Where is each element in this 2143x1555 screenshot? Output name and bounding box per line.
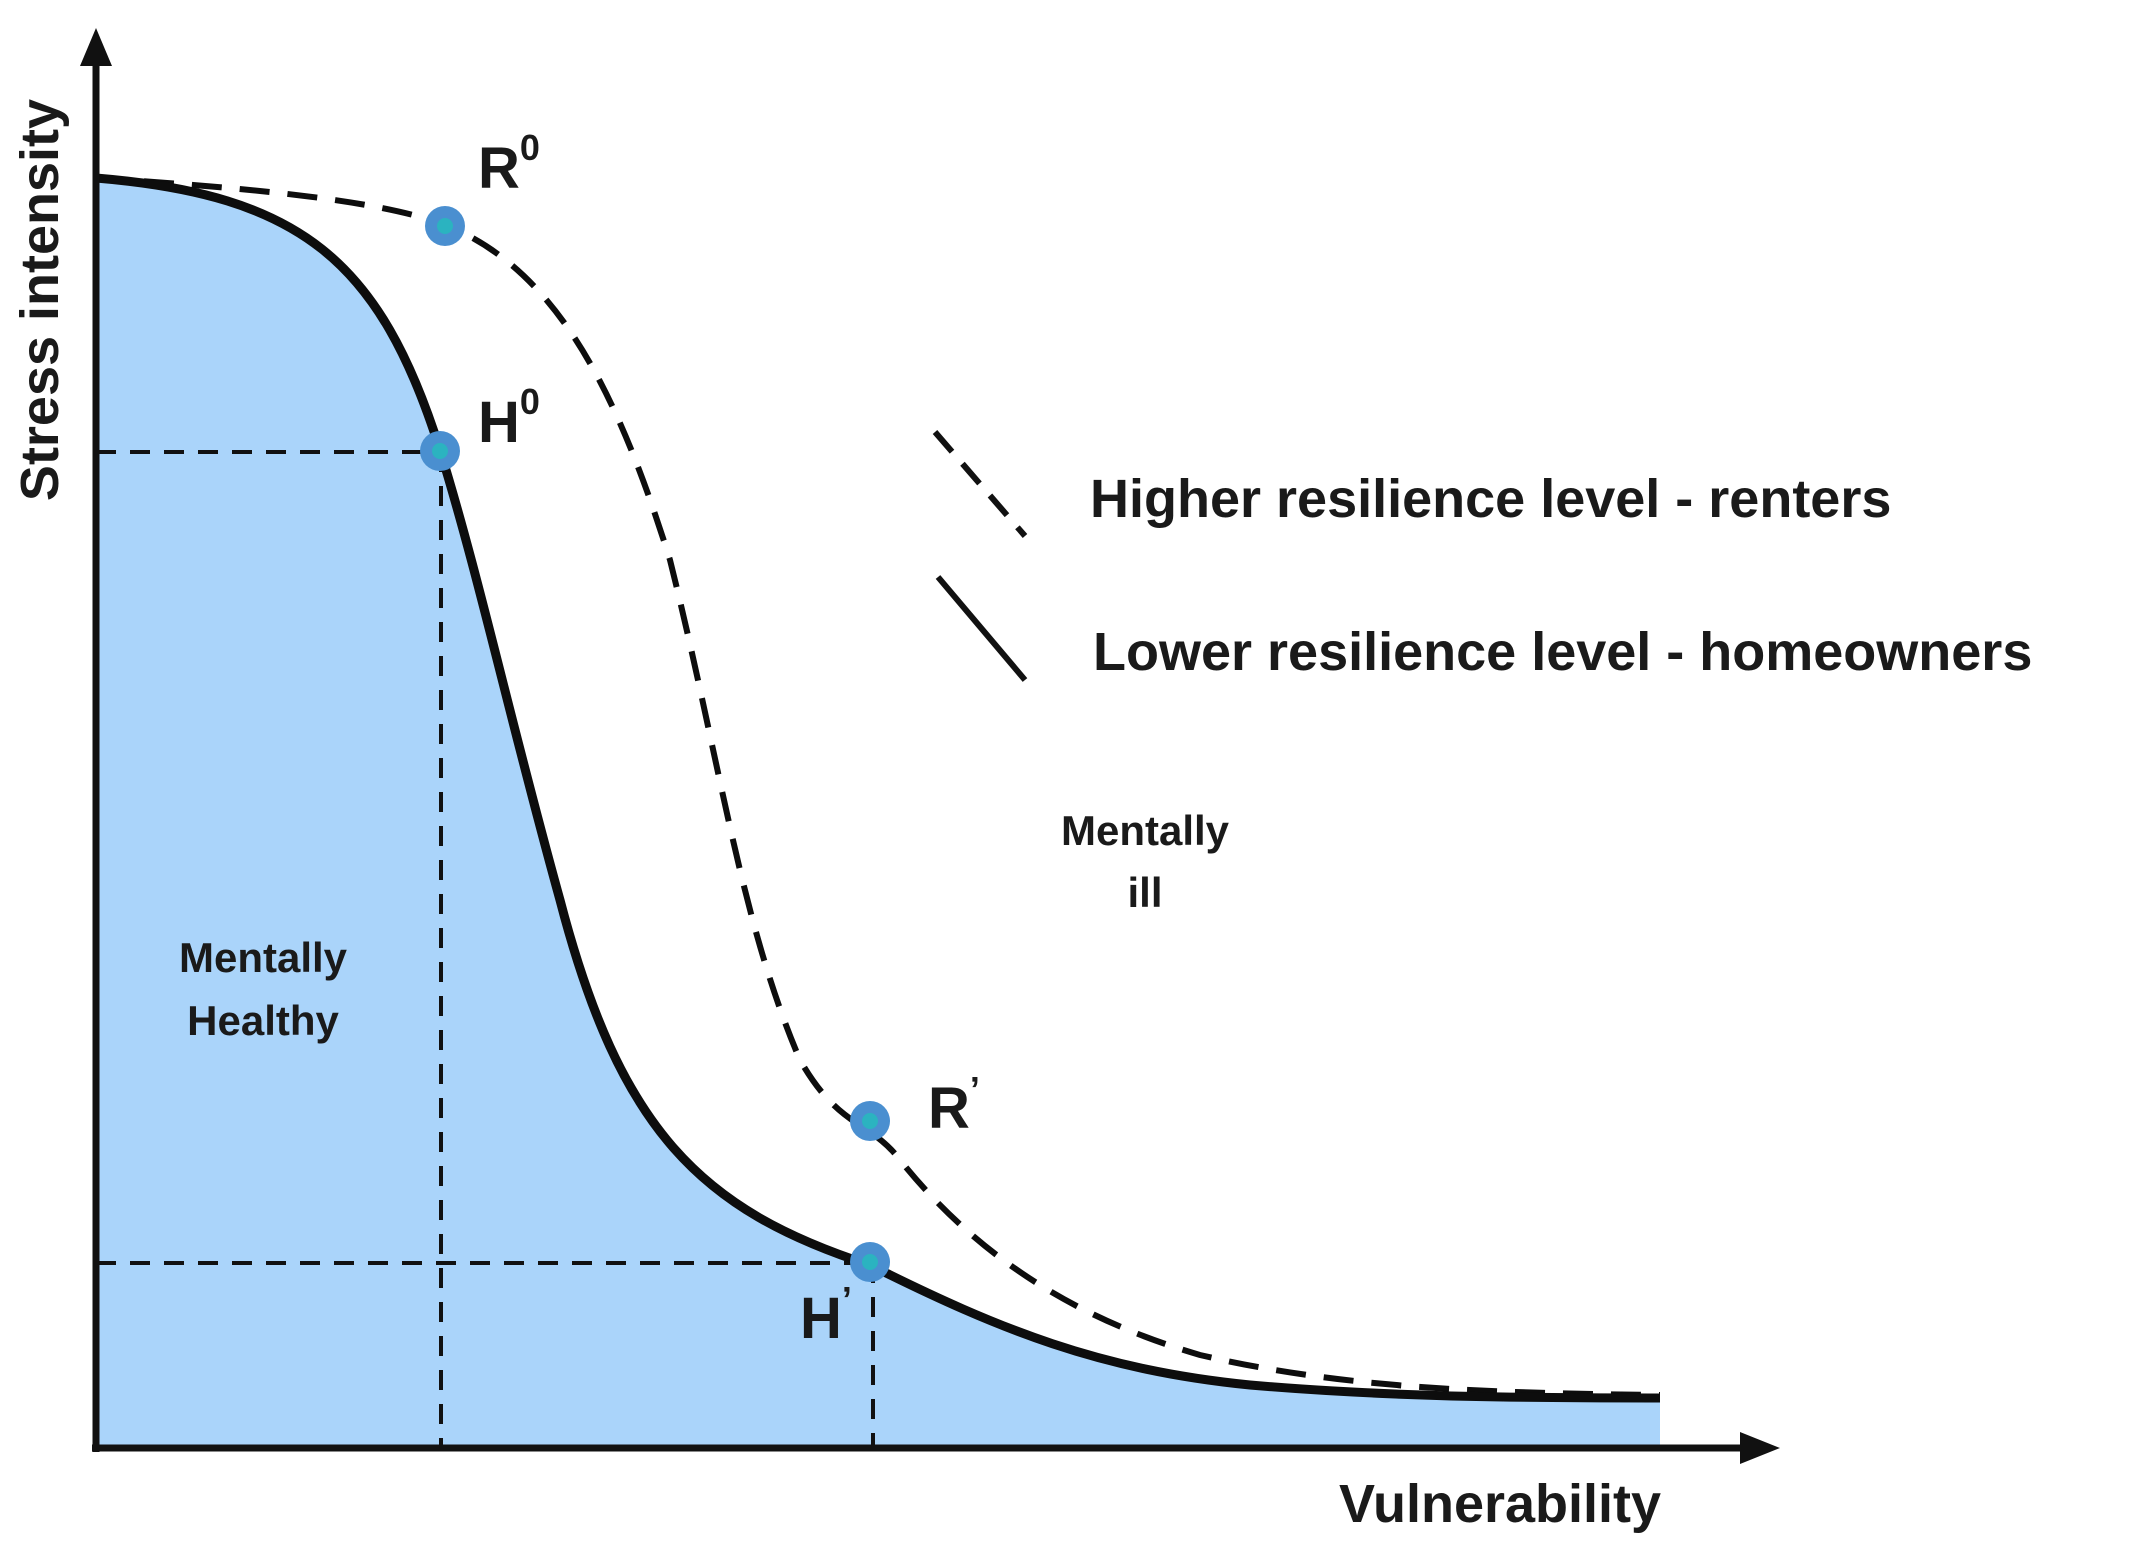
h1-label: H’: [800, 1279, 852, 1351]
r0-label: R0: [478, 127, 540, 201]
legend-dashed-label: Higher resilience level - renters: [1090, 469, 1891, 529]
legend: Higher resilience level - renters Lower …: [932, 430, 2032, 682]
healthy-region-label-line1: Mentally: [179, 934, 348, 981]
healthy-region-fill: [96, 178, 1660, 1448]
r0-marker: [425, 206, 465, 246]
y-axis-title: Stress intensity: [10, 99, 70, 501]
point-markers: [420, 206, 890, 1282]
homeowners-curve: [95, 173, 1661, 1403]
legend-solid-swatch: [935, 575, 1028, 682]
h0-marker: [420, 431, 460, 471]
x-axis-arrow: [1740, 1432, 1780, 1464]
r1-marker: [850, 1101, 890, 1141]
h0-label: H0: [478, 381, 540, 455]
x-axis-title: Vulnerability: [1339, 1474, 1661, 1534]
guide-lines: [96, 450, 875, 1448]
r1-label: R’: [928, 1069, 980, 1141]
axes: [80, 28, 1780, 1464]
legend-solid-label: Lower resilience level - homeowners: [1093, 622, 2032, 682]
healthy-region-label-line2: Healthy: [187, 997, 339, 1044]
legend-dashed-swatch: [932, 430, 1028, 538]
h1-marker: [850, 1242, 890, 1282]
y-axis-arrow: [80, 28, 112, 66]
ill-region-label-line2: ill: [1127, 869, 1162, 916]
ill-region-label-line1: Mentally: [1061, 807, 1230, 854]
